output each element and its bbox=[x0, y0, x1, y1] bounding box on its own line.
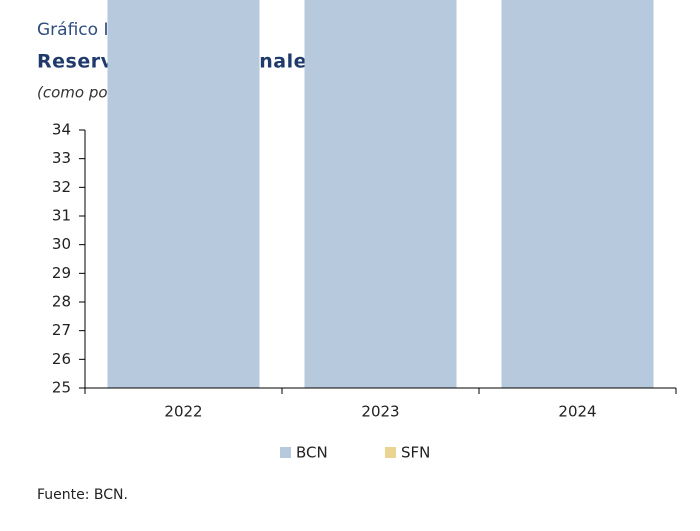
y-tick-label: 31 bbox=[52, 207, 71, 225]
y-tick-label: 30 bbox=[52, 235, 71, 253]
legend-swatch bbox=[385, 447, 396, 458]
x-tick-label: 2024 bbox=[558, 403, 596, 421]
bar-segment bbox=[107, 0, 260, 389]
x-tick-label: 2023 bbox=[361, 403, 399, 421]
legend-label: BCN bbox=[296, 444, 328, 462]
y-tick-label: 34 bbox=[52, 121, 71, 139]
y-tick-label: 29 bbox=[52, 264, 71, 282]
y-tick-label: 28 bbox=[52, 293, 71, 311]
source: Fuente: BCN. bbox=[37, 487, 128, 503]
legend-label: SFN bbox=[401, 444, 430, 462]
bar-segment bbox=[304, 0, 457, 388]
y-tick-label: 32 bbox=[52, 178, 71, 196]
y-tick-label: 33 bbox=[52, 149, 71, 167]
y-tick-label: 25 bbox=[52, 379, 71, 397]
x-tick-label: 2022 bbox=[164, 403, 202, 421]
y-tick-label: 26 bbox=[52, 350, 71, 368]
y-tick-label: 27 bbox=[52, 321, 71, 339]
legend-swatch bbox=[280, 447, 291, 458]
bar-segment bbox=[501, 0, 654, 389]
